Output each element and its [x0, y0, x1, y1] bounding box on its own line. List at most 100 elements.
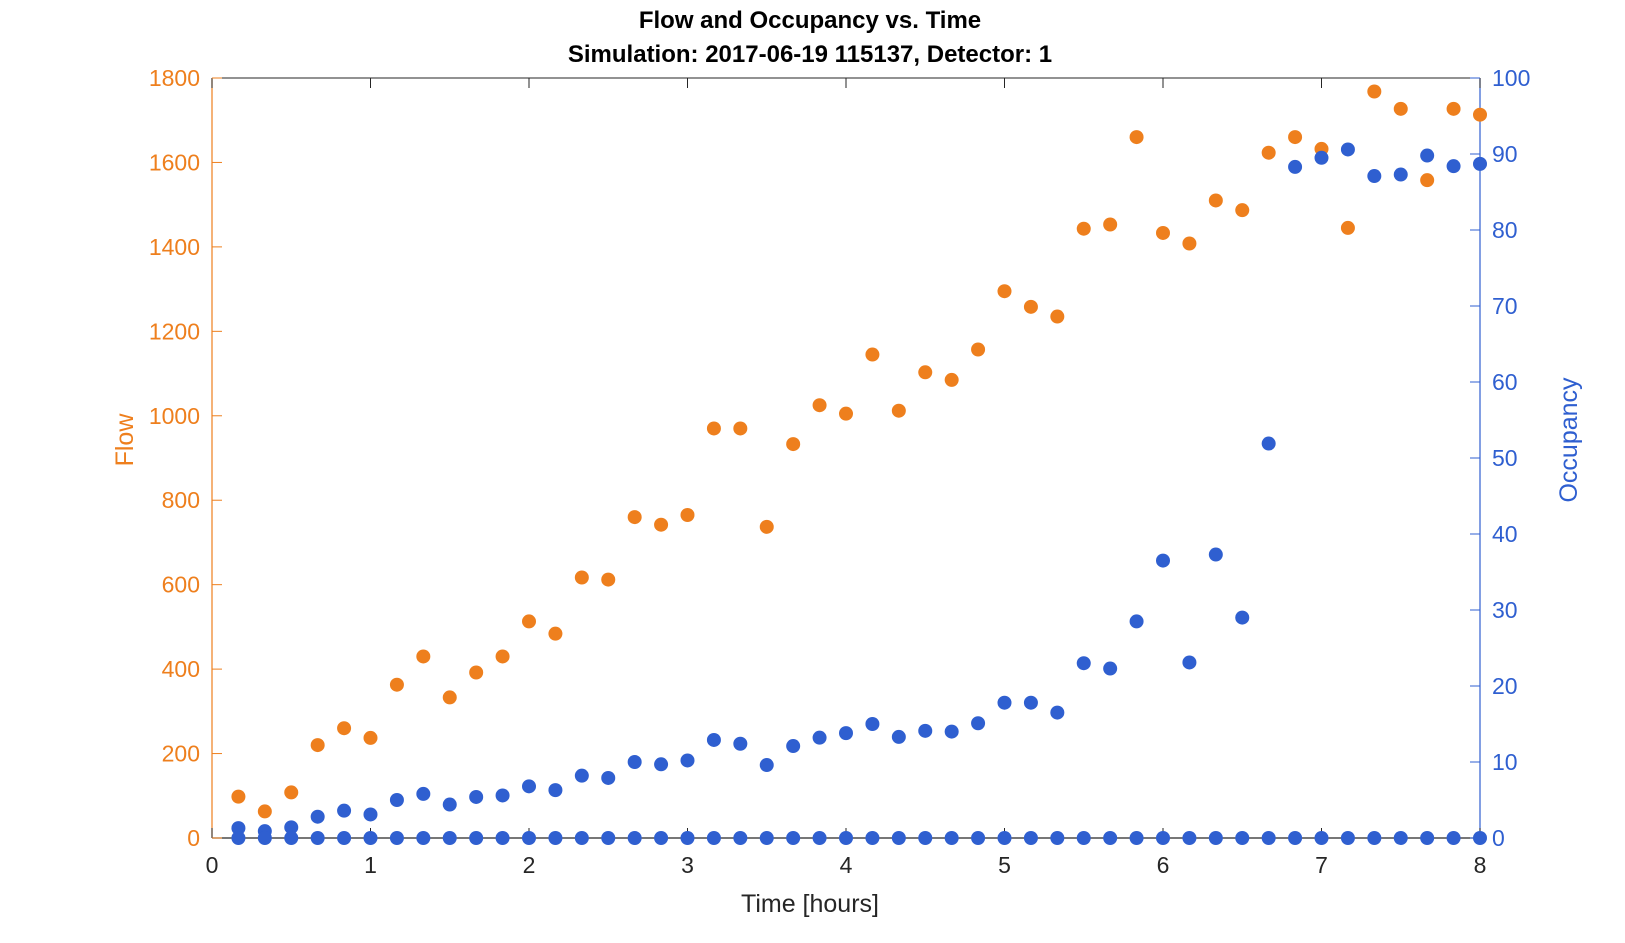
zero-occupancy-point [627, 831, 642, 845]
occupancy-point [469, 789, 484, 804]
zero-occupancy-point [891, 831, 906, 845]
zero-occupancy-point [997, 831, 1012, 845]
y-right-tick-label: 80 [1492, 217, 1518, 243]
flow-point [1103, 217, 1118, 232]
flow-point [469, 665, 484, 680]
occupancy-point [1023, 695, 1038, 710]
y-right-tick-label: 90 [1492, 141, 1518, 167]
zero-occupancy-point [442, 831, 457, 845]
flow-point [1288, 130, 1303, 145]
y-right-tick-label: 10 [1492, 749, 1518, 775]
zero-occupancy-point [1393, 831, 1408, 845]
flow-point [1393, 101, 1408, 116]
y-right-tick-label: 30 [1492, 597, 1518, 623]
occupancy-point [706, 732, 721, 747]
zero-occupancy-point [918, 831, 933, 845]
flow-point [1076, 221, 1091, 236]
flow-point [891, 403, 906, 418]
chart-title: Flow and Occupancy vs. Time [639, 7, 981, 34]
flow-point [1182, 236, 1197, 251]
zero-occupancy-point [1208, 831, 1223, 845]
occupancy-point [1103, 661, 1118, 676]
occupancy-point [865, 717, 880, 731]
occupancy-point [442, 797, 457, 812]
occupancy-point [733, 736, 748, 751]
y-axis-right-label: Occupancy [1555, 377, 1583, 503]
zero-occupancy-point [1235, 831, 1250, 845]
zero-occupancy-point [1129, 831, 1144, 845]
flow-point [1446, 101, 1461, 116]
x-tick-label: 7 [1315, 852, 1328, 878]
zero-occupancy-point [1288, 831, 1303, 845]
x-tick-label: 2 [523, 852, 536, 878]
occupancy-point [548, 783, 563, 798]
flow-point [1473, 107, 1487, 122]
y-left-tick-label: 200 [162, 741, 200, 767]
flow-point [1235, 203, 1250, 218]
flow-point [284, 785, 299, 800]
occupancy-point [918, 723, 933, 738]
occupancy-point [1288, 159, 1303, 174]
x-tick-label: 8 [1474, 852, 1487, 878]
occupancy-point [627, 755, 642, 769]
flow-point [706, 421, 721, 436]
zero-occupancy-point [654, 831, 669, 845]
x-tick-label: 3 [681, 852, 694, 878]
occupancy-point [1393, 167, 1408, 182]
zero-occupancy-point [231, 831, 246, 845]
flow-point [1420, 173, 1435, 188]
flow-point [654, 517, 669, 532]
occupancy-point [680, 753, 695, 768]
occupancy-point [812, 730, 827, 745]
x-tick-label: 0 [206, 852, 219, 878]
y-right-tick-label: 100 [1492, 65, 1530, 91]
y-right-tick-label: 50 [1492, 445, 1518, 471]
flow-point [786, 437, 801, 452]
y-right-tick-label: 40 [1492, 521, 1518, 547]
zero-occupancy-point [363, 831, 378, 845]
flow-point [839, 406, 853, 421]
zero-occupancy-point [574, 831, 589, 845]
zero-occupancy-point [680, 831, 695, 845]
zero-occupancy-point [759, 831, 774, 845]
zero-occupancy-point [1023, 831, 1038, 845]
zero-occupancy-point [1367, 831, 1382, 845]
flow-point [257, 804, 272, 819]
zero-occupancy-point [1182, 831, 1197, 845]
occupancy-point [231, 821, 246, 836]
y-left-tick-label: 1000 [149, 403, 200, 429]
y-left-tick-label: 1800 [149, 65, 200, 91]
occupancy-point [1235, 610, 1250, 625]
occupancy-point [601, 770, 616, 785]
zero-occupancy-point [257, 831, 272, 845]
flow-point [522, 614, 536, 629]
occupancy-point [495, 788, 510, 803]
y-left-tick-label: 800 [162, 487, 200, 513]
occupancy-point [1367, 169, 1382, 184]
flow-point [601, 572, 616, 587]
occupancy-point [1208, 547, 1223, 562]
x-axis-label: Time [hours] [741, 890, 879, 918]
occupancy-point [839, 726, 853, 741]
flow-point [1367, 84, 1382, 99]
x-tick-label: 4 [840, 852, 853, 878]
zero-occupancy-point [1420, 831, 1435, 845]
flow-point [1050, 309, 1065, 324]
occupancy-point [1182, 655, 1197, 670]
flow-point [574, 570, 589, 585]
occupancy-point [1340, 142, 1355, 157]
y-axis-left-label: Flow [111, 413, 139, 467]
zero-occupancy-point [337, 831, 352, 845]
data-points [231, 84, 1487, 845]
flow-point [865, 347, 880, 362]
zero-occupancy-point [389, 831, 404, 845]
flow-point [363, 730, 378, 745]
occupancy-point [1050, 705, 1065, 720]
y-right-tick-label: 0 [1492, 825, 1505, 851]
flow-point [1156, 225, 1170, 240]
flow-point [231, 789, 246, 804]
zero-occupancy-point [416, 831, 431, 845]
occupancy-point [1076, 656, 1091, 671]
